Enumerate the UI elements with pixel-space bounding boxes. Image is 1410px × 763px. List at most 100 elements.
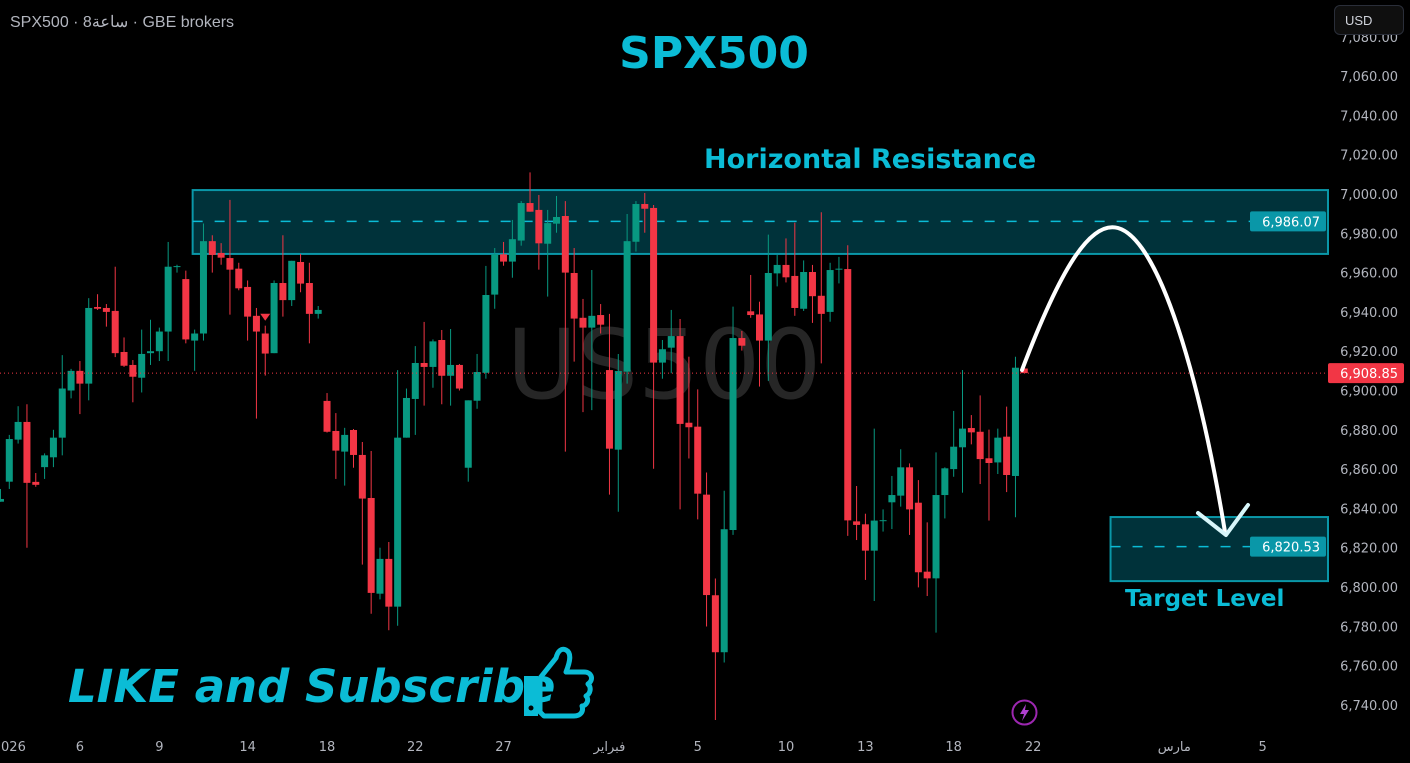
candle xyxy=(288,260,296,307)
candle xyxy=(773,254,781,287)
candle xyxy=(341,427,349,486)
candle-body xyxy=(367,497,375,593)
candle-body xyxy=(614,371,622,450)
candle-body xyxy=(553,216,561,224)
price-tick-label: 7,060.00 xyxy=(1340,70,1398,85)
candle xyxy=(923,522,931,597)
candle-body xyxy=(544,223,552,244)
candle-body xyxy=(738,338,746,346)
candle xyxy=(394,370,402,626)
candle xyxy=(976,395,984,485)
candle xyxy=(685,356,693,459)
candle-body xyxy=(155,331,163,352)
candle xyxy=(711,578,719,721)
candle xyxy=(191,329,199,371)
time-axis[interactable]: 2026 6 9 14 18 22 27 فبراير 5 10 13 18 22 مارس 5 xyxy=(0,740,1267,755)
candle xyxy=(164,241,172,362)
candle xyxy=(350,429,358,468)
candle-body xyxy=(252,315,260,332)
candle xyxy=(473,353,481,409)
chart-title: SPX500 xyxy=(619,28,809,79)
price-tick-label: 6,840.00 xyxy=(1340,502,1398,517)
last-price-badge xyxy=(1328,363,1404,384)
candle-body xyxy=(173,266,181,268)
price-tick-label: 6,880.00 xyxy=(1340,424,1398,439)
candle-body xyxy=(711,595,719,653)
candle-body xyxy=(411,362,419,399)
candle-body xyxy=(58,388,66,438)
candle xyxy=(14,406,22,444)
price-axis[interactable]: 7,080.007,060.007,040.007,020.007,000.00… xyxy=(1250,31,1404,714)
candle xyxy=(49,429,57,468)
price-tick-label: 7,000.00 xyxy=(1340,188,1398,203)
candle xyxy=(182,270,190,344)
candle xyxy=(226,199,234,315)
candle-body xyxy=(358,454,366,499)
candle xyxy=(676,318,684,510)
candle-body xyxy=(217,252,225,258)
candle-body xyxy=(667,336,675,348)
candle xyxy=(720,490,728,663)
price-tick-label: 6,800.00 xyxy=(1340,581,1398,596)
candle xyxy=(482,265,490,379)
candle xyxy=(129,360,137,403)
candle xyxy=(817,212,825,364)
candle xyxy=(120,337,128,367)
candle xyxy=(641,193,649,233)
candle xyxy=(914,480,922,588)
currency-button[interactable]: USD xyxy=(1334,5,1404,35)
candle xyxy=(332,413,340,479)
candle-body xyxy=(244,286,252,317)
time-tick-label: 18 xyxy=(319,740,336,755)
candle xyxy=(464,400,472,482)
candle-body xyxy=(94,306,102,309)
candle-body xyxy=(394,437,402,607)
candle-body xyxy=(138,353,146,378)
candle-body xyxy=(817,295,825,314)
candle xyxy=(667,309,675,374)
candle xyxy=(155,327,163,362)
candle xyxy=(870,428,878,601)
candle xyxy=(429,339,437,388)
candle xyxy=(252,307,260,419)
candle xyxy=(879,509,887,532)
candle xyxy=(950,410,958,477)
price-tick-label: 7,040.00 xyxy=(1340,109,1398,124)
thumbs-up-icon xyxy=(524,646,594,719)
candle xyxy=(967,415,975,445)
candle xyxy=(102,304,110,327)
candle-body xyxy=(23,421,31,483)
candle xyxy=(67,368,75,399)
candle xyxy=(76,361,84,415)
candle-body xyxy=(67,370,75,391)
candle xyxy=(279,235,287,317)
candle xyxy=(605,313,613,495)
candle-body xyxy=(870,520,878,551)
candle-body xyxy=(853,521,861,525)
candle xyxy=(791,222,799,316)
candle xyxy=(738,330,746,351)
lightning-icon[interactable] xyxy=(1011,699,1038,726)
time-tick-label: 22 xyxy=(1025,740,1042,755)
cta-text: LIKE and Subscribe xyxy=(68,660,556,713)
price-tick-label: 6,820.00 xyxy=(1340,542,1398,557)
target-label: Target Level xyxy=(1125,586,1285,612)
candle xyxy=(959,370,967,493)
candle-body xyxy=(314,309,322,314)
candle-body xyxy=(438,339,446,376)
candle-body xyxy=(756,314,764,341)
time-tick-label: 27 xyxy=(495,740,512,755)
candle xyxy=(632,201,640,252)
candle-body xyxy=(208,241,216,255)
candle xyxy=(358,441,366,565)
time-tick-label: 9 xyxy=(155,740,163,755)
candle xyxy=(826,262,834,322)
candle xyxy=(835,256,843,284)
candle-body xyxy=(800,272,808,309)
forecast-arrow-curve xyxy=(1020,225,1227,534)
candle-body xyxy=(535,209,543,244)
candle xyxy=(23,404,31,548)
candle-body xyxy=(985,458,993,464)
candle-body xyxy=(703,494,711,596)
